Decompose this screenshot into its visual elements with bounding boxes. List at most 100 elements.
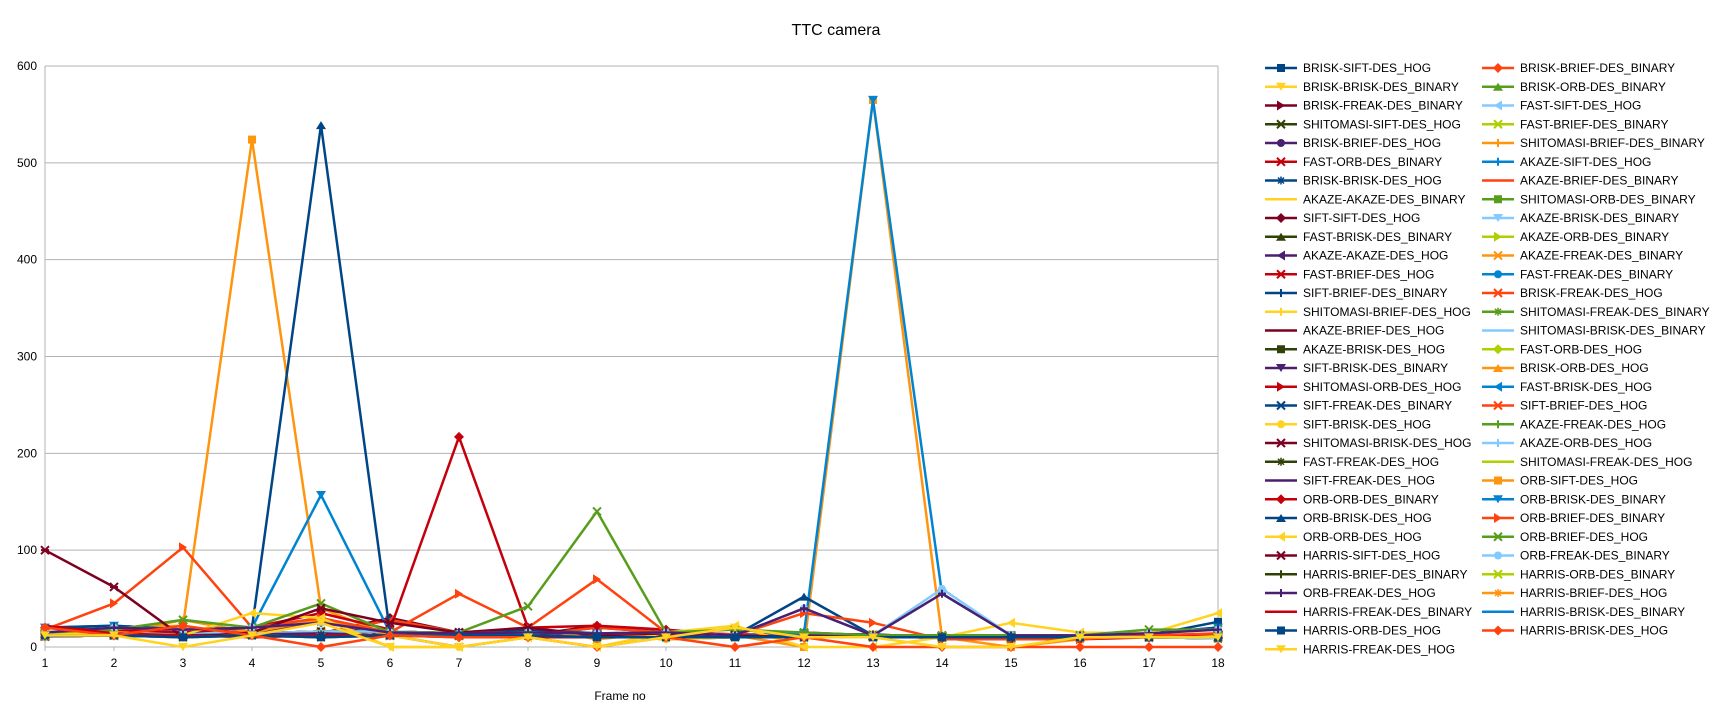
legend-item: BRISK-SIFT-DES_HOG xyxy=(1265,61,1431,75)
legend-label: BRISK-BRISK-DES_BINARY xyxy=(1303,80,1459,94)
legend-label: AKAZE-BRISK-DES_HOG xyxy=(1303,342,1445,356)
data-point-marker xyxy=(248,608,256,619)
series-line xyxy=(45,621,1218,649)
legend-item: SIFT-BRIEF-DES_BINARY xyxy=(1265,286,1447,300)
data-point-marker xyxy=(1007,617,1015,628)
data-point-marker xyxy=(731,633,739,642)
legend-item: BRISK-BRISK-DES_HOG xyxy=(1265,174,1442,188)
data-point-marker xyxy=(1277,345,1285,354)
data-point-marker xyxy=(1075,633,1085,642)
data-point-marker xyxy=(523,633,533,642)
data-point-marker xyxy=(1276,364,1286,372)
series-lines xyxy=(40,95,1223,652)
data-point-marker xyxy=(1494,307,1502,316)
data-point-marker xyxy=(938,633,946,642)
data-point-marker xyxy=(454,643,464,651)
legend-item: ORB-FREAK-DES_HOG xyxy=(1265,586,1436,600)
data-point-marker xyxy=(1213,642,1223,652)
data-point-marker xyxy=(1214,608,1222,619)
legend-item: AKAZE-BRIEF-DES_BINARY xyxy=(1482,174,1678,188)
data-point-marker xyxy=(593,574,601,585)
data-point-marker xyxy=(1277,139,1285,147)
data-point-marker xyxy=(1276,550,1286,561)
data-point-marker xyxy=(1493,625,1503,636)
data-point-marker xyxy=(1494,439,1502,447)
data-point-marker xyxy=(1494,589,1502,597)
data-point-marker xyxy=(1493,250,1503,261)
y-tick-label: 200 xyxy=(17,446,37,460)
x-tick-label: 15 xyxy=(1004,656,1018,670)
legend-item: SIFT-SIFT-DES_HOG xyxy=(1265,211,1420,225)
x-tick-label: 2 xyxy=(111,656,118,670)
legend-label: AKAZE-SIFT-DES_HOG xyxy=(1520,155,1651,169)
x-tick-label: 7 xyxy=(456,656,463,670)
x-tick-label: 4 xyxy=(249,656,256,670)
legend-item: AKAZE-BRISK-DES_BINARY xyxy=(1482,211,1679,225)
data-point-marker xyxy=(1276,400,1286,411)
legend-label: HARRIS-BRIEF-DES_BINARY xyxy=(1303,567,1467,581)
data-point-marker xyxy=(109,631,119,640)
x-tick-label: 11 xyxy=(729,656,742,670)
legend-label: FAST-ORB-DES_BINARY xyxy=(1303,155,1442,169)
legend-label: ORB-BRISK-DES_BINARY xyxy=(1520,492,1666,506)
data-point-marker xyxy=(1276,494,1286,505)
legend-item: AKAZE-SIFT-DES_HOG xyxy=(1482,155,1651,169)
data-point-marker xyxy=(592,620,602,631)
legend-label: BRISK-SIFT-DES_HOG xyxy=(1303,61,1431,75)
legend-label: AKAZE-BRISK-DES_BINARY xyxy=(1520,211,1679,225)
data-point-marker xyxy=(1276,645,1286,654)
data-point-marker xyxy=(1276,82,1286,91)
y-tick-label: 400 xyxy=(17,253,37,267)
data-point-marker xyxy=(1276,232,1286,241)
data-point-marker xyxy=(109,582,119,592)
legend-label: FAST-BRISK-DES_HOG xyxy=(1520,380,1652,394)
data-point-marker xyxy=(1493,82,1503,91)
x-tick-label: 10 xyxy=(659,656,673,670)
data-point-marker xyxy=(937,643,947,651)
legend-label: ORB-FREAK-DES_BINARY xyxy=(1520,549,1670,563)
data-point-marker xyxy=(1276,438,1286,448)
data-point-marker xyxy=(1277,420,1285,429)
legend-item: SHITOMASI-FREAK-DES_HOG xyxy=(1482,455,1692,469)
legend-label: SHITOMASI-BRIEF-DES_BINARY xyxy=(1520,136,1705,150)
legend-label: SIFT-BRIEF-DES_BINARY xyxy=(1303,286,1447,300)
legend-label: SHITOMASI-FREAK-DES_BINARY xyxy=(1520,305,1710,319)
legend-item: SHITOMASI-BRISK-DES_HOG xyxy=(1265,436,1471,450)
legend-item: AKAZE-AKAZE-DES_HOG xyxy=(1265,249,1448,263)
data-point-marker xyxy=(868,633,878,642)
series-line xyxy=(45,634,1218,639)
legend-item: FAST-FREAK-DES_BINARY xyxy=(1482,267,1673,281)
legend-label: SHITOMASI-BRIEF-DES_HOG xyxy=(1303,305,1471,319)
data-point-marker xyxy=(1277,570,1285,579)
data-point-marker xyxy=(179,542,187,553)
data-point-marker xyxy=(178,620,188,631)
legend-item: FAST-ORB-DES_HOG xyxy=(1482,342,1642,356)
data-point-marker xyxy=(385,618,395,628)
legend-label: SIFT-FREAK-DES_HOG xyxy=(1303,474,1435,488)
legend-item: SHITOMASI-BRIEF-DES_BINARY xyxy=(1482,136,1705,150)
legend-item: FAST-BRISK-DES_BINARY xyxy=(1265,230,1452,244)
legend-label: SIFT-SIFT-DES_HOG xyxy=(1303,211,1420,225)
data-point-marker xyxy=(1214,617,1222,626)
chart-title: TTC camera xyxy=(792,22,881,39)
legend-item: AKAZE-BRISK-DES_HOG xyxy=(1265,342,1445,356)
legend-item: ORB-BRIEF-DES_HOG xyxy=(1482,530,1648,544)
legend-label: ORB-ORB-DES_BINARY xyxy=(1303,492,1439,506)
data-point-marker xyxy=(247,631,257,640)
series-line xyxy=(44,546,1219,641)
data-point-marker xyxy=(1493,288,1503,298)
data-point-marker xyxy=(868,642,878,652)
x-tick-label: 6 xyxy=(387,656,394,670)
legend-label: HARRIS-BRIEF-DES_HOG xyxy=(1520,586,1667,600)
data-point-marker xyxy=(523,601,533,612)
data-point-marker xyxy=(40,622,50,633)
legend-item: SIFT-BRISK-DES_HOG xyxy=(1265,417,1431,431)
legend-label: ORB-BRIEF-DES_HOG xyxy=(1520,530,1648,544)
legend-label: BRISK-ORB-DES_HOG xyxy=(1520,361,1649,375)
data-point-marker xyxy=(1277,250,1285,261)
legend-label: HARRIS-ORB-DES_BINARY xyxy=(1520,567,1675,581)
series-line xyxy=(44,592,1219,637)
data-point-marker xyxy=(730,623,740,632)
y-tick-label: 300 xyxy=(17,350,37,364)
